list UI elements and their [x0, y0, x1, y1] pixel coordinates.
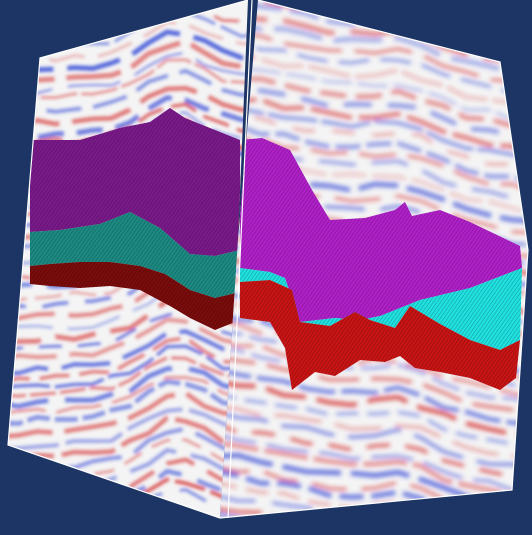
seismic-reflector	[215, 524, 532, 535]
right-seismic-face	[215, 0, 532, 535]
left-seismic-face	[0, 0, 260, 535]
seismic-reflector	[215, 513, 532, 535]
